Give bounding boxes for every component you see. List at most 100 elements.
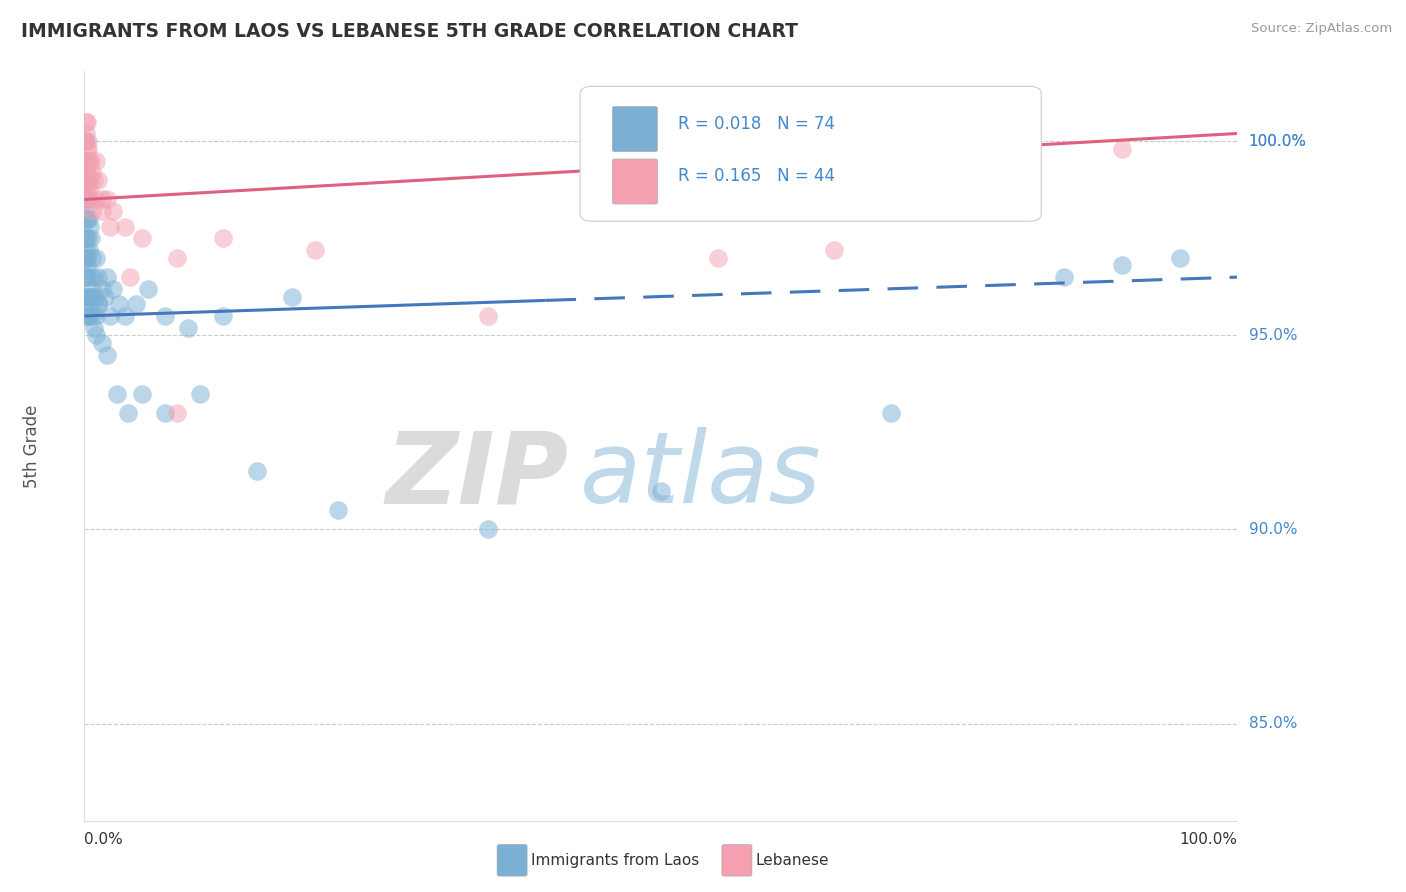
Point bbox=[90, 204, 112, 219]
Point bbox=[75, 165, 97, 179]
Point bbox=[94, 289, 117, 303]
Point bbox=[211, 231, 233, 245]
Point bbox=[77, 243, 100, 257]
Point bbox=[75, 289, 97, 303]
Point bbox=[79, 173, 101, 187]
Point bbox=[96, 348, 118, 362]
Point bbox=[82, 309, 104, 323]
Text: R = 0.018   N = 74: R = 0.018 N = 74 bbox=[678, 115, 835, 133]
Point bbox=[136, 282, 159, 296]
Point bbox=[80, 289, 103, 303]
Point bbox=[82, 251, 104, 265]
FancyBboxPatch shape bbox=[613, 159, 658, 204]
Point bbox=[76, 270, 98, 285]
Point bbox=[84, 153, 107, 168]
Point bbox=[75, 211, 97, 226]
Point bbox=[246, 464, 269, 478]
Point bbox=[87, 297, 110, 311]
Point bbox=[96, 193, 118, 207]
Point bbox=[75, 134, 97, 148]
Point bbox=[103, 204, 124, 219]
Text: R = 0.165   N = 44: R = 0.165 N = 44 bbox=[678, 168, 835, 186]
Point bbox=[76, 309, 98, 323]
Point bbox=[105, 386, 128, 401]
Point bbox=[117, 406, 139, 420]
Point bbox=[75, 153, 97, 168]
Point bbox=[823, 243, 845, 257]
Point bbox=[90, 336, 112, 351]
Point bbox=[211, 309, 233, 323]
Point bbox=[80, 297, 103, 311]
Point bbox=[153, 406, 176, 420]
Point bbox=[131, 386, 153, 401]
Point bbox=[188, 386, 211, 401]
Point bbox=[87, 173, 110, 187]
Point bbox=[82, 165, 104, 179]
Point bbox=[76, 251, 98, 265]
Point bbox=[477, 309, 499, 323]
Point bbox=[281, 289, 304, 303]
Text: 90.0%: 90.0% bbox=[1249, 522, 1298, 537]
Point bbox=[73, 231, 96, 245]
Point bbox=[84, 251, 107, 265]
Point bbox=[120, 270, 142, 285]
Point bbox=[90, 282, 112, 296]
Point bbox=[98, 309, 121, 323]
Point bbox=[75, 251, 97, 265]
Point bbox=[76, 211, 98, 226]
Point bbox=[73, 251, 96, 265]
Point bbox=[84, 328, 107, 343]
Point bbox=[82, 282, 104, 296]
Point bbox=[73, 270, 96, 285]
Point bbox=[84, 193, 107, 207]
Point bbox=[76, 173, 98, 187]
Point bbox=[880, 406, 903, 420]
Text: 100.0%: 100.0% bbox=[1180, 832, 1237, 847]
Point bbox=[76, 289, 98, 303]
Point bbox=[96, 270, 118, 285]
Point bbox=[153, 309, 176, 323]
Point bbox=[177, 320, 200, 334]
Point bbox=[77, 309, 100, 323]
Point bbox=[75, 153, 97, 168]
FancyBboxPatch shape bbox=[581, 87, 1042, 221]
Point bbox=[98, 219, 121, 234]
Point bbox=[75, 231, 97, 245]
Point bbox=[73, 153, 96, 168]
Point bbox=[75, 165, 97, 179]
Point bbox=[76, 231, 98, 245]
Point bbox=[87, 270, 110, 285]
Point bbox=[166, 406, 188, 420]
Point bbox=[77, 181, 100, 195]
Point bbox=[108, 297, 131, 311]
Point bbox=[707, 251, 730, 265]
Point bbox=[77, 153, 100, 168]
Point bbox=[79, 193, 101, 207]
Point bbox=[79, 289, 101, 303]
Point bbox=[114, 309, 136, 323]
Point bbox=[477, 523, 499, 537]
Point bbox=[76, 193, 98, 207]
Point bbox=[75, 181, 97, 195]
Point bbox=[76, 115, 98, 129]
Text: 0.0%: 0.0% bbox=[84, 832, 124, 847]
Text: ZIP: ZIP bbox=[385, 427, 568, 524]
Text: 5th Grade: 5th Grade bbox=[24, 404, 42, 488]
Point bbox=[75, 309, 97, 323]
Text: 100.0%: 100.0% bbox=[1249, 134, 1306, 149]
Point bbox=[83, 289, 105, 303]
Point bbox=[77, 211, 100, 226]
Point bbox=[1111, 142, 1133, 156]
FancyBboxPatch shape bbox=[498, 845, 527, 876]
Point bbox=[1168, 251, 1191, 265]
FancyBboxPatch shape bbox=[721, 845, 752, 876]
Point bbox=[1111, 259, 1133, 273]
Point bbox=[83, 320, 105, 334]
Point bbox=[83, 173, 105, 187]
Point bbox=[75, 193, 97, 207]
Point bbox=[76, 193, 98, 207]
Text: atlas: atlas bbox=[581, 427, 821, 524]
Point bbox=[75, 115, 97, 129]
FancyBboxPatch shape bbox=[613, 106, 658, 152]
Text: Immigrants from Laos: Immigrants from Laos bbox=[530, 853, 699, 868]
